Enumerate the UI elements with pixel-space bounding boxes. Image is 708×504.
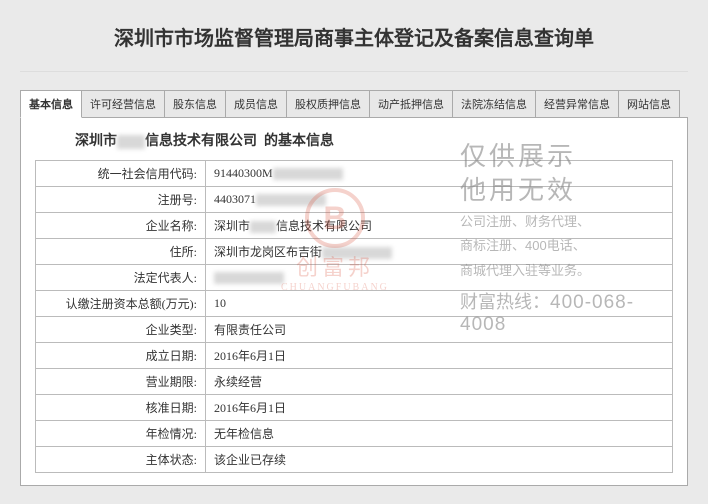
table-row: 企业类型:有限责任公司 — [36, 317, 673, 343]
tab-4[interactable]: 股权质押信息 — [286, 90, 370, 118]
divider — [20, 71, 688, 72]
page-title: 深圳市市场监督管理局商事主体登记及备案信息查询单 — [20, 10, 688, 63]
tab-6[interactable]: 法院冻结信息 — [452, 90, 536, 118]
redacted-text: xxxx — [322, 247, 392, 259]
row-value: 4403071xxxx — [206, 187, 673, 213]
table-row: 营业期限:永续经营 — [36, 369, 673, 395]
row-label: 企业类型: — [36, 317, 206, 343]
row-value: 2016年6月1日 — [206, 343, 673, 369]
row-label: 注册号: — [36, 187, 206, 213]
value-prefix: 4403071 — [214, 192, 256, 206]
table-row: 认缴注册资本总额(万元):10 — [36, 291, 673, 317]
value-suffix: 信息技术有限公司 — [276, 219, 372, 233]
row-value: 91440300Mxxxx — [206, 161, 673, 187]
redacted-text: xxxx — [273, 168, 343, 180]
redacted-text: xxxx — [256, 194, 326, 206]
row-value: 10 — [206, 291, 673, 317]
row-label: 成立日期: — [36, 343, 206, 369]
content-panel: 深圳市xx信息技术有限公司 的基本信息 统一社会信用代码:91440300Mxx… — [20, 117, 688, 486]
table-row: 年检情况:无年检信息 — [36, 421, 673, 447]
tab-5[interactable]: 动产抵押信息 — [369, 90, 453, 118]
row-label: 企业名称: — [36, 213, 206, 239]
row-label: 认缴注册资本总额(万元): — [36, 291, 206, 317]
row-label: 核准日期: — [36, 395, 206, 421]
row-value: 无年检信息 — [206, 421, 673, 447]
table-row: 注册号:4403071xxxx — [36, 187, 673, 213]
tab-7[interactable]: 经营异常信息 — [535, 90, 619, 118]
section-suffix: 的基本信息 — [264, 134, 334, 149]
row-label: 营业期限: — [36, 369, 206, 395]
row-label: 主体状态: — [36, 447, 206, 473]
tab-bar: 基本信息许可经营信息股东信息成员信息股权质押信息动产抵押信息法院冻结信息经营异常… — [20, 90, 688, 118]
section-mid: 信息技术有限公司 — [145, 134, 257, 149]
tab-3[interactable]: 成员信息 — [225, 90, 287, 118]
section-prefix: 深圳市 — [75, 134, 117, 149]
value-prefix: 深圳市龙岗区布吉街 — [214, 245, 322, 259]
tab-1[interactable]: 许可经营信息 — [81, 90, 165, 118]
row-value: 深圳市龙岗区布吉街xxxx — [206, 239, 673, 265]
table-row: 主体状态:该企业已存续 — [36, 447, 673, 473]
table-row: 核准日期:2016年6月1日 — [36, 395, 673, 421]
row-value: 有限责任公司 — [206, 317, 673, 343]
tab-2[interactable]: 股东信息 — [164, 90, 226, 118]
table-row: 企业名称:深圳市xxxx信息技术有限公司 — [36, 213, 673, 239]
value-prefix: 深圳市 — [214, 219, 250, 233]
row-label: 法定代表人: — [36, 265, 206, 291]
redacted-text: xxxx — [250, 221, 276, 233]
row-value: 深圳市xxxx信息技术有限公司 — [206, 213, 673, 239]
value-prefix: 91440300M — [214, 166, 273, 180]
table-row: 成立日期:2016年6月1日 — [36, 343, 673, 369]
row-label: 统一社会信用代码: — [36, 161, 206, 187]
row-label: 住所: — [36, 239, 206, 265]
table-row: 统一社会信用代码:91440300Mxxxx — [36, 161, 673, 187]
row-value: 该企业已存续 — [206, 447, 673, 473]
table-row: 法定代表人: xxxx — [36, 265, 673, 291]
redacted-text: xxxx — [214, 272, 284, 284]
info-table: 统一社会信用代码:91440300Mxxxx注册号:4403071xxxx企业名… — [35, 160, 673, 473]
tab-0[interactable]: 基本信息 — [20, 90, 82, 118]
row-label: 年检情况: — [36, 421, 206, 447]
redacted-text: xx — [117, 135, 145, 149]
table-row: 住所:深圳市龙岗区布吉街xxxx — [36, 239, 673, 265]
row-value: 2016年6月1日 — [206, 395, 673, 421]
page-container: 深圳市市场监督管理局商事主体登记及备案信息查询单 基本信息许可经营信息股东信息成… — [0, 0, 708, 496]
row-value: 永续经营 — [206, 369, 673, 395]
row-value: xxxx — [206, 265, 673, 291]
section-title: 深圳市xx信息技术有限公司 的基本信息 — [35, 130, 673, 150]
tab-8[interactable]: 网站信息 — [618, 90, 680, 118]
